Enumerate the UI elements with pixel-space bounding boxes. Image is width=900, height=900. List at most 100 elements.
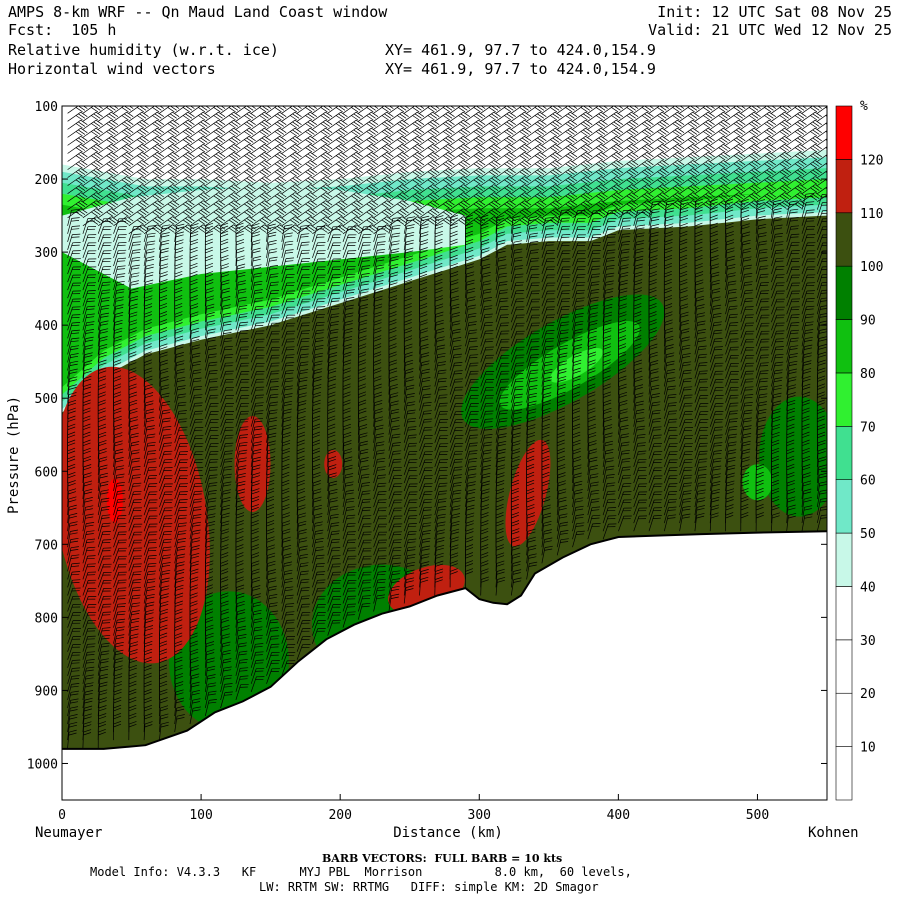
wind-barb (357, 602, 371, 620)
wind-barb (235, 247, 245, 267)
wind-barb (296, 512, 307, 532)
wind-barb (373, 119, 394, 130)
wind-barb (189, 160, 210, 170)
wind-barb (235, 426, 249, 443)
wind-barb (143, 601, 155, 620)
wind-barb (801, 234, 816, 251)
wind-barb (220, 287, 230, 307)
wind-barb (220, 304, 231, 323)
wind-barb (342, 481, 354, 500)
wind-barb (403, 376, 414, 395)
wind-barb (189, 303, 199, 323)
wind-barb (128, 216, 149, 227)
wind-barb (449, 394, 464, 411)
wind-barb (67, 644, 81, 660)
wind-barb (296, 545, 308, 564)
wind-barb (740, 354, 755, 371)
wind-barb (113, 649, 124, 668)
wind-barb (312, 521, 323, 540)
wind-barb (220, 168, 241, 178)
wind-barb (143, 578, 156, 596)
wind-barb (312, 306, 326, 323)
wind-barb (541, 376, 553, 395)
wind-barb (510, 370, 525, 387)
wind-barb (480, 230, 489, 250)
wind-barb (388, 384, 398, 403)
wind-barb (143, 400, 154, 419)
wind-barb (67, 480, 76, 500)
wind-barb (403, 368, 414, 387)
wind-barb (771, 216, 783, 234)
wind-barb (495, 144, 516, 154)
wind-barb (143, 144, 164, 154)
wind-barb (97, 563, 112, 580)
wind-barb (602, 192, 623, 202)
barb-column (572, 106, 593, 548)
wind-barb (403, 417, 417, 435)
wind-barb (128, 160, 149, 170)
wind-barb (771, 377, 783, 395)
wind-barb (266, 393, 279, 411)
wind-barb (82, 200, 103, 210)
wind-barb (159, 491, 173, 508)
wind-barb (648, 200, 669, 210)
wind-barb (357, 311, 368, 331)
wind-barb (342, 464, 353, 484)
wind-barb (113, 579, 127, 596)
wind-barb (771, 338, 785, 355)
wind-barb (572, 530, 585, 548)
wind-barb (541, 306, 556, 323)
wind-barb (495, 394, 509, 411)
wind-barb (526, 232, 538, 250)
wind-barb (449, 568, 458, 588)
wind-barb (342, 208, 363, 219)
wind-barb (67, 168, 88, 178)
wind-barb (434, 506, 447, 524)
wind-barb (449, 136, 470, 146)
wind-barb (557, 111, 578, 122)
wind-barb (312, 337, 324, 355)
wind-barb (434, 394, 448, 411)
wind-barb (771, 200, 792, 210)
wind-barb (709, 346, 723, 363)
wind-barb (143, 491, 158, 508)
wind-barb (97, 673, 109, 692)
wind-barb (327, 208, 348, 219)
wind-barb (602, 152, 623, 162)
wind-barb (204, 361, 218, 379)
wind-barb (82, 690, 94, 709)
wind-barb (648, 208, 661, 226)
wind-barb (174, 689, 184, 709)
wind-barb (556, 360, 568, 379)
wind-barb (327, 489, 338, 508)
wind-barb (296, 233, 310, 250)
wind-barb (541, 274, 556, 291)
wind-barb (358, 119, 379, 130)
wind-barb (816, 336, 827, 355)
wind-barb (449, 370, 463, 387)
wind-barb (801, 472, 811, 492)
barb-column (434, 106, 455, 596)
wind-barb (266, 424, 277, 443)
wind-barb (495, 456, 506, 475)
wind-barb (296, 620, 311, 636)
wind-barb (786, 274, 801, 291)
wind-barb (388, 593, 400, 612)
wind-barb (97, 611, 112, 628)
wind-barb (511, 111, 532, 122)
wind-barb (250, 425, 263, 443)
barb-column (373, 106, 394, 612)
wind-barb (82, 360, 93, 379)
wind-barb (204, 641, 215, 660)
wind-barb (480, 434, 493, 451)
wind-barb (526, 144, 547, 154)
wind-barb (511, 152, 532, 162)
barb-column (725, 106, 746, 532)
wind-barb (755, 111, 776, 122)
wind-barb (801, 201, 815, 218)
wind-barb (480, 418, 494, 435)
barb-column (679, 106, 700, 532)
wind-barb (648, 515, 662, 532)
x-tick-label: 500 (746, 808, 769, 823)
